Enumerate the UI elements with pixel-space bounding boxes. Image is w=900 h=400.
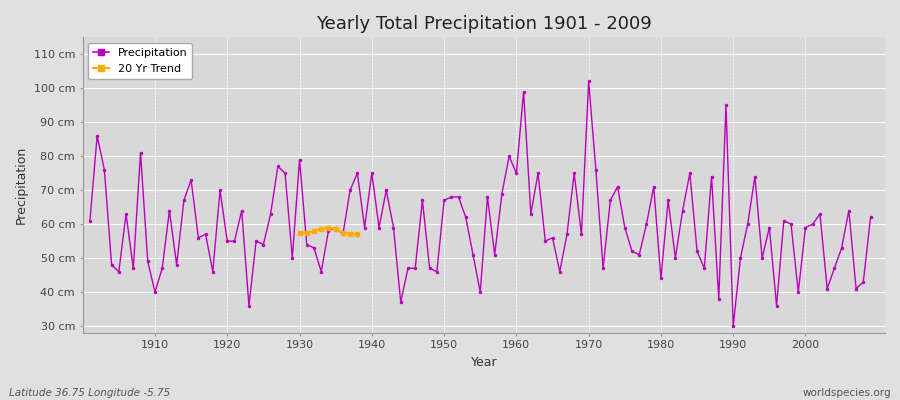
X-axis label: Year: Year xyxy=(471,356,497,369)
Text: worldspecies.org: worldspecies.org xyxy=(803,388,891,398)
Text: Latitude 36.75 Longitude -5.75: Latitude 36.75 Longitude -5.75 xyxy=(9,388,170,398)
Legend: Precipitation, 20 Yr Trend: Precipitation, 20 Yr Trend xyxy=(88,43,193,79)
Title: Yearly Total Precipitation 1901 - 2009: Yearly Total Precipitation 1901 - 2009 xyxy=(316,15,652,33)
Y-axis label: Precipitation: Precipitation xyxy=(15,146,28,224)
